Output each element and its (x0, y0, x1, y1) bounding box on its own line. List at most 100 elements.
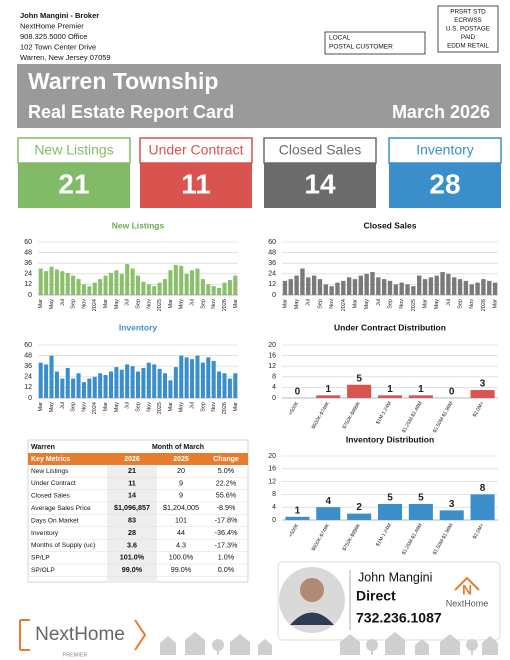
table-cell: 100.0% (169, 553, 194, 562)
y-tick-label: 48 (268, 249, 276, 256)
bar (408, 504, 433, 520)
x-tick-label: Nov (399, 299, 405, 309)
bar (317, 279, 323, 295)
y-tick-label: 36 (24, 363, 32, 370)
table-cell: 5.0% (218, 466, 235, 475)
bar (288, 279, 293, 295)
x-tick-label: May (294, 299, 300, 310)
bar (92, 282, 97, 295)
bar (49, 266, 54, 295)
x-tick-label: May (49, 402, 55, 413)
bar (206, 357, 211, 398)
table-cell: 99.0% (171, 565, 192, 574)
x-tick-label: Nov (146, 299, 152, 309)
value-label: 3 (449, 499, 455, 510)
bar (311, 275, 317, 295)
x-tick-label: Nov (81, 299, 87, 309)
bar (233, 373, 238, 398)
y-tick-label: 36 (24, 260, 32, 267)
agent-brand: NextHome (446, 598, 489, 608)
bar (54, 269, 59, 295)
x-tick-label: Nov (329, 299, 335, 309)
y-tick-label: 60 (268, 239, 276, 246)
x-tick-label: Jul (190, 299, 196, 306)
bar (81, 382, 86, 398)
bar (146, 284, 151, 295)
value-label: 5 (356, 373, 362, 384)
x-tick-label: Sep (135, 299, 141, 309)
table-header: 2026 (124, 456, 140, 463)
agent-line: Warren, New Jersey 07059 (20, 53, 111, 62)
bar (452, 277, 457, 295)
bar (347, 513, 372, 520)
brand-roof (454, 576, 480, 591)
bar (179, 355, 184, 398)
y-tick-label: 48 (24, 249, 32, 256)
bar (399, 282, 404, 295)
table-cell: 3.6 (127, 540, 137, 549)
value-label: 1 (326, 384, 332, 395)
y-tick-label: 20 (268, 453, 276, 460)
bar (38, 268, 43, 295)
table-cell: 22.2% (216, 478, 237, 487)
bar (217, 371, 222, 398)
bar (87, 286, 92, 295)
x-tick-label: Sep (317, 299, 323, 309)
chart-title: Closed Sales (364, 220, 417, 230)
bar (108, 272, 113, 295)
bar (195, 268, 200, 295)
bar (211, 360, 216, 398)
x-tick-label: Mar (233, 402, 239, 412)
table-cell: 21 (128, 466, 136, 475)
table-cell: Closed Sales (31, 493, 71, 500)
bar (130, 268, 135, 295)
y-tick-label: 0 (272, 292, 276, 299)
bar (227, 279, 232, 295)
x-tick-label: Mar (103, 299, 109, 309)
table-cell: Under Contract (31, 480, 76, 487)
bar (76, 373, 81, 398)
bar (492, 282, 498, 295)
value-label: 0 (295, 387, 301, 398)
bar (487, 280, 492, 295)
bar (411, 286, 416, 295)
x-tick-label: 2024 (92, 299, 98, 311)
y-tick-label: 24 (268, 271, 276, 278)
bar (440, 272, 445, 295)
y-tick-label: 12 (268, 363, 276, 370)
y-tick-label: 36 (268, 260, 276, 267)
table-cell: 14 (128, 491, 136, 500)
x-tick-label: Nov (81, 402, 87, 412)
bar (119, 369, 124, 398)
bar (125, 364, 130, 398)
y-tick-label: 16 (268, 352, 276, 359)
bar (65, 367, 70, 398)
table-cell: $1,096,857 (114, 503, 150, 512)
x-tick-label: May (114, 299, 120, 310)
x-tick-label: Jul (190, 402, 196, 409)
postage-box (437, 5, 499, 53)
table-cell: 20 (177, 466, 185, 475)
x-tick-label: Mar (233, 299, 239, 309)
recipient-line: LOCAL (329, 35, 351, 42)
bar (65, 272, 70, 295)
x-tick-label: Nov (146, 402, 152, 412)
table-cell: New Listings (31, 468, 69, 475)
bar (300, 268, 305, 295)
chart-title: Inventory (119, 322, 158, 332)
tile-value: 21 (58, 168, 89, 199)
x-tick-label: Mar (493, 299, 499, 309)
bar (475, 282, 480, 295)
x-tick-label: Mar (168, 299, 174, 309)
tile-label: New Listings (34, 142, 113, 158)
bar (60, 378, 65, 398)
x-tick-label: 2024 (92, 402, 98, 414)
y-tick-label: 0 (28, 292, 32, 299)
y-tick-label: 4 (272, 504, 276, 511)
postage-line: EDDM RETAIL (447, 43, 489, 50)
tile-label-box (388, 137, 502, 164)
bar (135, 371, 141, 398)
bar (446, 273, 451, 295)
x-tick-label: 2026 (222, 402, 228, 414)
y-tick-label: 4 (272, 384, 276, 391)
